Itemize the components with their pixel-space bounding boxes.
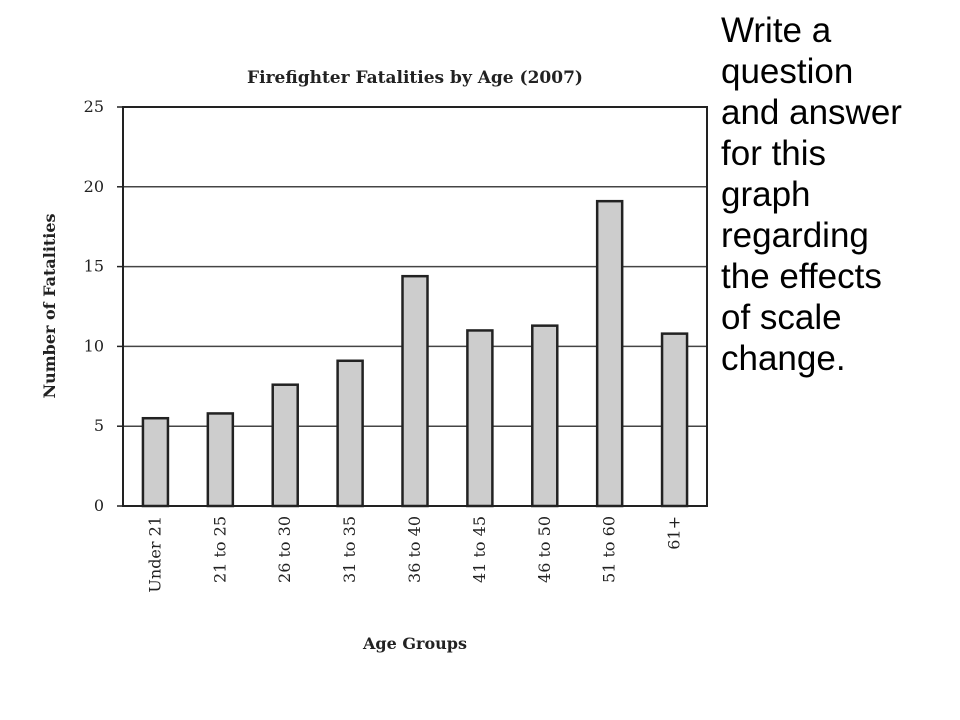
x-category-label: 46 to 50 <box>535 516 554 583</box>
x-axis-categories: Under 21 21 to 25 26 to 30 31 to 35 36 to 40… <box>145 516 683 593</box>
y-tick-label: 5 <box>94 416 104 435</box>
x-axis-label: Age Groups <box>362 634 467 653</box>
bar-61- <box>660 332 689 508</box>
x-category-label: 51 to 60 <box>600 516 619 583</box>
instruction-text: Write a question and answer for this gra… <box>721 11 902 378</box>
bar-under-21 <box>141 416 170 508</box>
y-tick-label: 0 <box>94 496 104 515</box>
plot-frame <box>122 106 708 507</box>
y-axis-label: Number of Fatalities <box>40 213 59 398</box>
x-category-label: 31 to 35 <box>340 516 359 583</box>
y-tick-label: 10 <box>84 336 104 355</box>
x-category-label: 26 to 30 <box>275 516 294 583</box>
x-category-label: 41 to 45 <box>470 516 489 583</box>
x-category-label: 21 to 25 <box>210 516 229 583</box>
bar-26-to-30 <box>271 383 299 508</box>
bar-51-to-60 <box>595 199 624 508</box>
bar-21-to-25 <box>206 412 235 508</box>
bar-36-to-40 <box>401 274 429 508</box>
x-category-label: 61+ <box>665 516 684 550</box>
y-tick-label: 25 <box>84 97 104 116</box>
bar-31-to-35 <box>336 359 364 508</box>
y-axis-ticks: 0 5 10 15 20 25 <box>84 97 123 515</box>
x-category-label: 36 to 40 <box>405 516 424 583</box>
chart-title: Firefighter Fatalities by Age (2007) <box>247 68 583 88</box>
y-tick-label: 20 <box>84 177 104 196</box>
bars <box>141 199 689 508</box>
bar-46-to-50 <box>531 324 559 508</box>
bar-41-to-45 <box>466 329 494 508</box>
x-category-label: Under 21 <box>145 516 164 593</box>
y-tick-label: 15 <box>84 257 104 276</box>
